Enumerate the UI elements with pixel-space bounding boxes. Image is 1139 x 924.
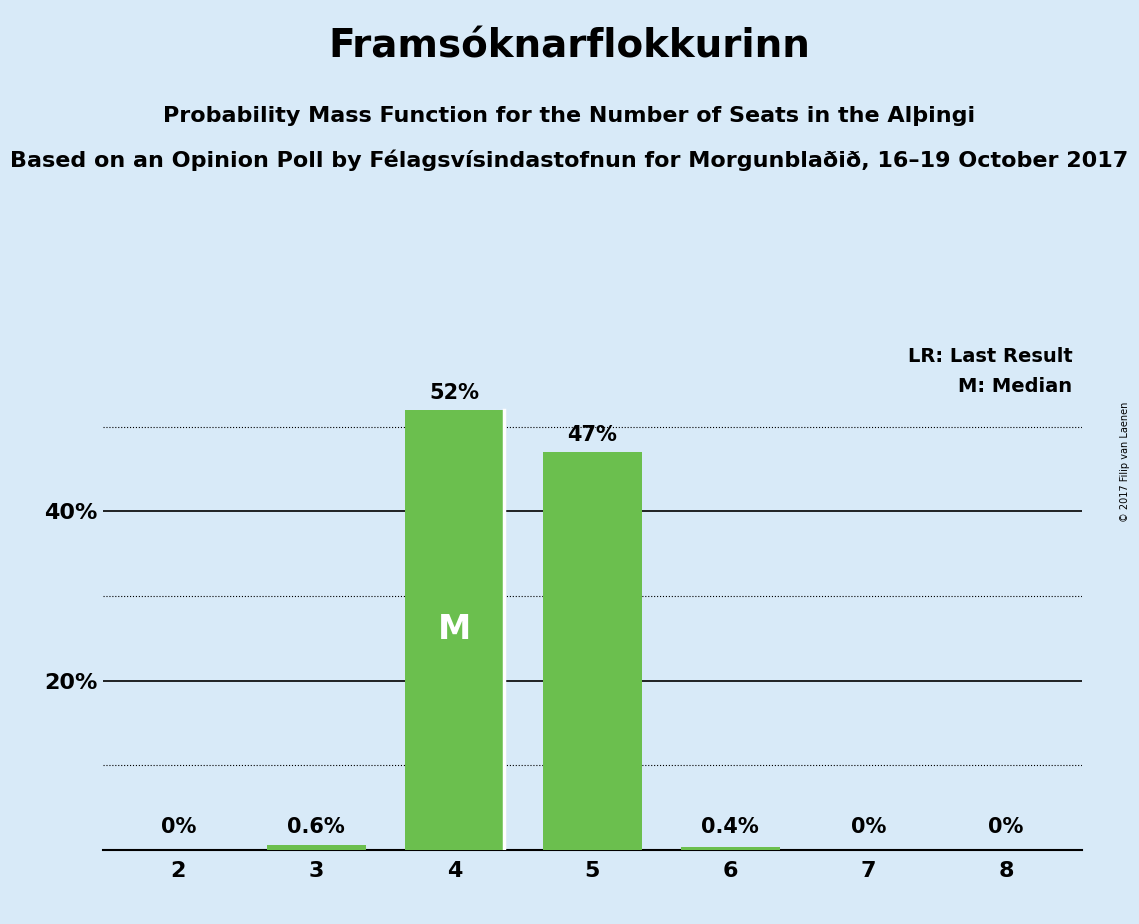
Bar xyxy=(267,845,366,850)
Text: 0%: 0% xyxy=(851,818,886,837)
Bar xyxy=(681,846,780,850)
Text: 52%: 52% xyxy=(429,383,480,403)
Bar xyxy=(542,452,642,850)
Text: M: M xyxy=(437,614,470,647)
Text: 0%: 0% xyxy=(989,818,1024,837)
Text: LR: Last Result: LR: Last Result xyxy=(908,346,1072,366)
Text: Framsóknarflokkurinn: Framsóknarflokkurinn xyxy=(328,28,811,66)
Text: M: Median: M: Median xyxy=(958,377,1072,396)
Text: Based on an Opinion Poll by Félagsvísindastofnun for Morgunblaðið, 16–19 October: Based on an Opinion Poll by Félagsvísind… xyxy=(10,150,1129,171)
Bar xyxy=(404,409,503,850)
Text: © 2017 Filip van Laenen: © 2017 Filip van Laenen xyxy=(1120,402,1130,522)
Text: 0%: 0% xyxy=(161,818,196,837)
Text: 0.6%: 0.6% xyxy=(287,818,345,837)
Text: 47%: 47% xyxy=(567,425,617,445)
Text: Probability Mass Function for the Number of Seats in the Alþingi: Probability Mass Function for the Number… xyxy=(163,106,976,127)
Text: 0.4%: 0.4% xyxy=(702,818,759,837)
